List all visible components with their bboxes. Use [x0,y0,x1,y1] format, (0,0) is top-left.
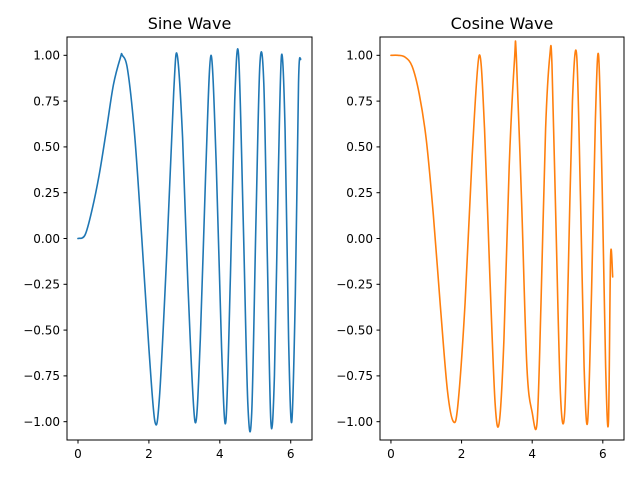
sine-wave-title: Sine Wave [148,14,232,33]
sine-wave-y-tick-label: −0.50 [23,323,60,337]
sine-wave-y-tick-label: 0.00 [33,232,60,246]
sine-wave-series-line [77,48,302,433]
cosine-wave-series-line [390,40,614,431]
cosine-wave-y-tick-label: −0.25 [336,278,373,292]
sine-wave-plot-area [77,48,302,433]
cosine-wave-y-tick-label: −0.50 [336,323,373,337]
cosine-wave-x-tick-label: 4 [528,447,536,461]
sine-wave-x-tick-label: 0 [74,447,82,461]
cosine-wave-y-tick-label: −1.00 [336,415,373,429]
cosine-wave-x-tick-label: 2 [458,447,466,461]
sine-wave-y-tick-label: −0.75 [23,369,60,383]
cosine-wave-y-tick-label: −0.75 [336,369,373,383]
cosine-wave-plot-area [390,40,614,431]
cosine-wave-axes: Cosine Wave 0 2 4 6 1.00 0.75 0.50 0.25 0.00 −0.2… [336,14,625,461]
sine-wave-y-tick-label: −0.25 [23,278,60,292]
sine-wave-y-tick-label: 1.00 [33,49,60,63]
sine-wave-y-tick-label: 0.75 [33,94,60,108]
cosine-wave-title: Cosine Wave [451,14,554,33]
sine-wave-x-tick-label: 6 [287,447,295,461]
sine-wave-axes: Sine Wave 0 2 4 6 1.00 0.75 0.50 0.25 0.00 −0.25 −… [23,14,313,461]
cosine-wave-x-tick-label: 6 [599,447,607,461]
cosine-wave-x-tick-label: 0 [387,447,395,461]
cosine-wave-y-tick-label: 1.00 [346,49,373,63]
sine-wave-y-tick-label: 0.50 [33,140,60,154]
sine-wave-x-tick-label: 4 [216,447,224,461]
sine-wave-x-tick-label: 2 [145,447,153,461]
sine-wave-y-tick-label: 0.25 [33,186,60,200]
sine-wave-frame [66,36,313,441]
sine-wave-y-tick-label: −1.00 [23,415,60,429]
cosine-wave-y-tick-label: 0.00 [346,232,373,246]
cosine-wave-frame [379,36,625,441]
cosine-wave-y-tick-label: 0.75 [346,94,373,108]
cosine-wave-y-tick-label: 0.25 [346,186,373,200]
cosine-wave-y-tick-label: 0.50 [346,140,373,154]
